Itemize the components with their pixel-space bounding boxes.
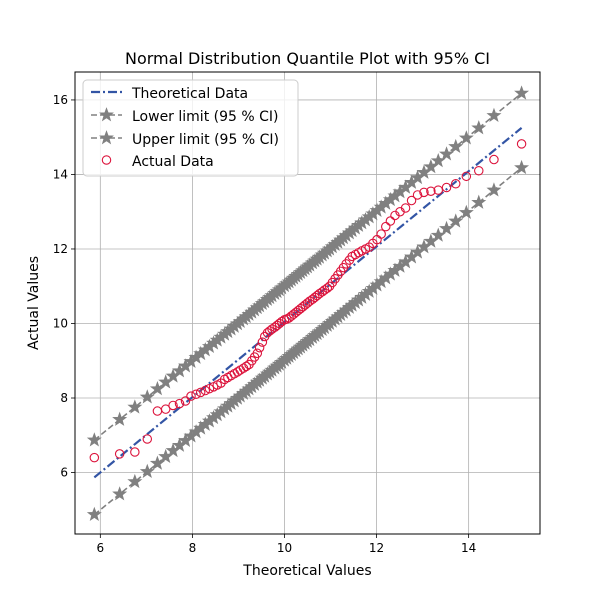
actual-data-point	[186, 391, 196, 401]
actual-data-point	[426, 186, 436, 196]
actual-data-series	[89, 139, 527, 463]
actual-data-point	[433, 185, 444, 195]
x-tick-label: 14	[461, 541, 476, 555]
actual-data-point	[406, 195, 417, 206]
y-tick-label: 14	[53, 167, 68, 181]
upper-limit-star-marker	[448, 138, 464, 154]
actual-data-point	[412, 190, 423, 200]
actual-data-point	[89, 452, 100, 463]
actual-data-point	[174, 398, 185, 409]
lower-limit-star-marker	[514, 159, 530, 175]
lower-limit-star-marker	[86, 506, 102, 521]
x-tick-label: 8	[189, 541, 197, 555]
actual-data-point	[385, 216, 396, 226]
actual-data-point	[419, 187, 429, 198]
lower-limit-star-marker	[486, 182, 502, 197]
upper-limit-star-marker	[112, 411, 128, 426]
actual-data-point	[195, 387, 206, 398]
upper-limit-star-marker	[86, 432, 102, 447]
series-layer	[86, 85, 530, 521]
lower-limit-star-marker	[127, 473, 143, 489]
legend-label-actual: Actual Data	[132, 154, 214, 170]
tick-marks: 6 8 10 12 14 6 8 10 12 14 16	[53, 93, 477, 555]
actual-data-point	[180, 396, 191, 406]
actual-data-point	[200, 385, 211, 396]
lower-limit-series	[86, 159, 530, 521]
legend-label-upper-limit: Upper limit (95 % CI)	[132, 132, 279, 148]
upper-limit-star-marker	[127, 399, 143, 414]
actual-data-point	[241, 361, 252, 372]
actual-data-point	[400, 203, 411, 213]
actual-data-point	[474, 165, 484, 176]
lower-limit-star-marker	[471, 194, 487, 209]
lower-limit-star-marker	[112, 486, 128, 501]
actual-data-point	[114, 449, 125, 459]
actual-data-point	[450, 179, 461, 189]
upper-limit-star-marker	[486, 107, 502, 123]
actual-data-point	[142, 434, 153, 444]
actual-data-point	[441, 182, 452, 193]
y-tick-label: 12	[53, 242, 68, 256]
actual-data-point	[257, 337, 268, 347]
upper-limit-star-marker	[139, 389, 155, 404]
chart-title: Normal Distribution Quantile Plot with 9…	[125, 49, 490, 68]
actual-data-point	[204, 383, 215, 394]
y-tick-label: 16	[53, 93, 68, 107]
actual-data-point	[282, 314, 292, 324]
actual-data-point	[191, 389, 201, 400]
y-tick-label: 10	[53, 316, 68, 330]
legend-handle-lower-limit-star	[99, 107, 114, 122]
legend-handle-upper-limit-star	[99, 130, 114, 145]
y-axis-label: Actual Values	[26, 256, 42, 350]
actual-data-point	[322, 283, 333, 293]
actual-data-point	[376, 229, 386, 239]
actual-data-point	[516, 139, 527, 149]
legend-label-theoretical: Theoretical Data	[131, 86, 248, 102]
legend-label-lower-limit: Lower limit (95 % CI)	[132, 109, 278, 125]
actual-data-point	[130, 447, 140, 457]
x-tick-label: 10	[277, 541, 292, 555]
actual-data-point	[160, 404, 171, 414]
x-tick-label: 12	[369, 541, 384, 555]
x-axis-label: Theoretical Values	[242, 563, 371, 579]
actual-data-point	[168, 400, 178, 411]
lower-limit-star-marker	[448, 213, 464, 228]
legend-box	[82, 79, 299, 177]
actual-data-point	[276, 316, 287, 327]
upper-limit-series	[86, 85, 530, 447]
actual-data-point	[461, 171, 472, 182]
upper-limit-star-marker	[514, 85, 530, 100]
upper-limit-star-marker	[458, 130, 474, 145]
lower-limit-star-marker	[458, 204, 474, 219]
actual-data-point	[381, 221, 391, 232]
plot-frame	[74, 71, 541, 535]
actual-data-point	[254, 342, 265, 353]
y-tick-label: 8	[60, 391, 68, 405]
legend-handle-actual	[101, 155, 112, 165]
x-tick-label: 6	[97, 541, 105, 555]
legend: Theoretical Data Lower limit (95 % CI) U…	[82, 79, 299, 177]
y-tick-label: 6	[60, 466, 68, 480]
upper-limit-star-marker	[471, 120, 487, 135]
actual-data-point	[252, 348, 263, 359]
lower-limit-star-marker	[139, 463, 155, 479]
actual-data-point	[489, 154, 499, 165]
